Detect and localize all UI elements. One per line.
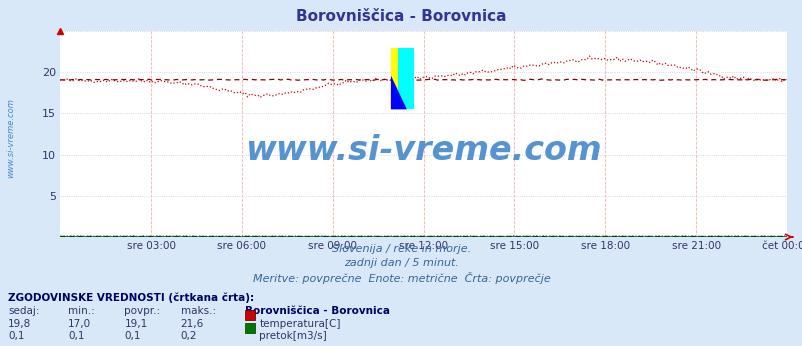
Text: sedaj:: sedaj:	[8, 306, 39, 316]
Text: temperatura[C]: temperatura[C]	[259, 319, 340, 329]
Text: Borovniščica - Borovnica: Borovniščica - Borovnica	[296, 9, 506, 24]
Text: 0,1: 0,1	[68, 331, 85, 342]
Text: 0,1: 0,1	[124, 331, 141, 342]
Text: Slovenija / reke in morje.: Slovenija / reke in morje.	[331, 244, 471, 254]
Text: 19,1: 19,1	[124, 319, 148, 329]
Text: www.si-vreme.com: www.si-vreme.com	[245, 134, 602, 167]
Bar	[398, 48, 414, 109]
Text: 17,0: 17,0	[68, 319, 91, 329]
Text: ZGODOVINSKE VREDNOSTI (črtkana črta):: ZGODOVINSKE VREDNOSTI (črtkana črta):	[8, 292, 254, 303]
Text: Meritve: povprečne  Enote: metrične  Črta: povprečje: Meritve: povprečne Enote: metrične Črta:…	[253, 272, 549, 284]
Text: povpr.:: povpr.:	[124, 306, 160, 316]
Text: min.:: min.:	[68, 306, 95, 316]
Text: 0,1: 0,1	[8, 331, 25, 342]
Text: 19,8: 19,8	[8, 319, 31, 329]
Text: zadnji dan / 5 minut.: zadnji dan / 5 minut.	[343, 258, 459, 268]
Text: Borovniščica - Borovnica: Borovniščica - Borovnica	[245, 306, 390, 316]
Bar	[391, 48, 407, 109]
Text: maks.:: maks.:	[180, 306, 216, 316]
Text: www.si-vreme.com: www.si-vreme.com	[6, 99, 15, 178]
Text: pretok[m3/s]: pretok[m3/s]	[259, 331, 326, 342]
Text: 0,2: 0,2	[180, 331, 197, 342]
Text: 21,6: 21,6	[180, 319, 204, 329]
Polygon shape	[391, 75, 407, 109]
